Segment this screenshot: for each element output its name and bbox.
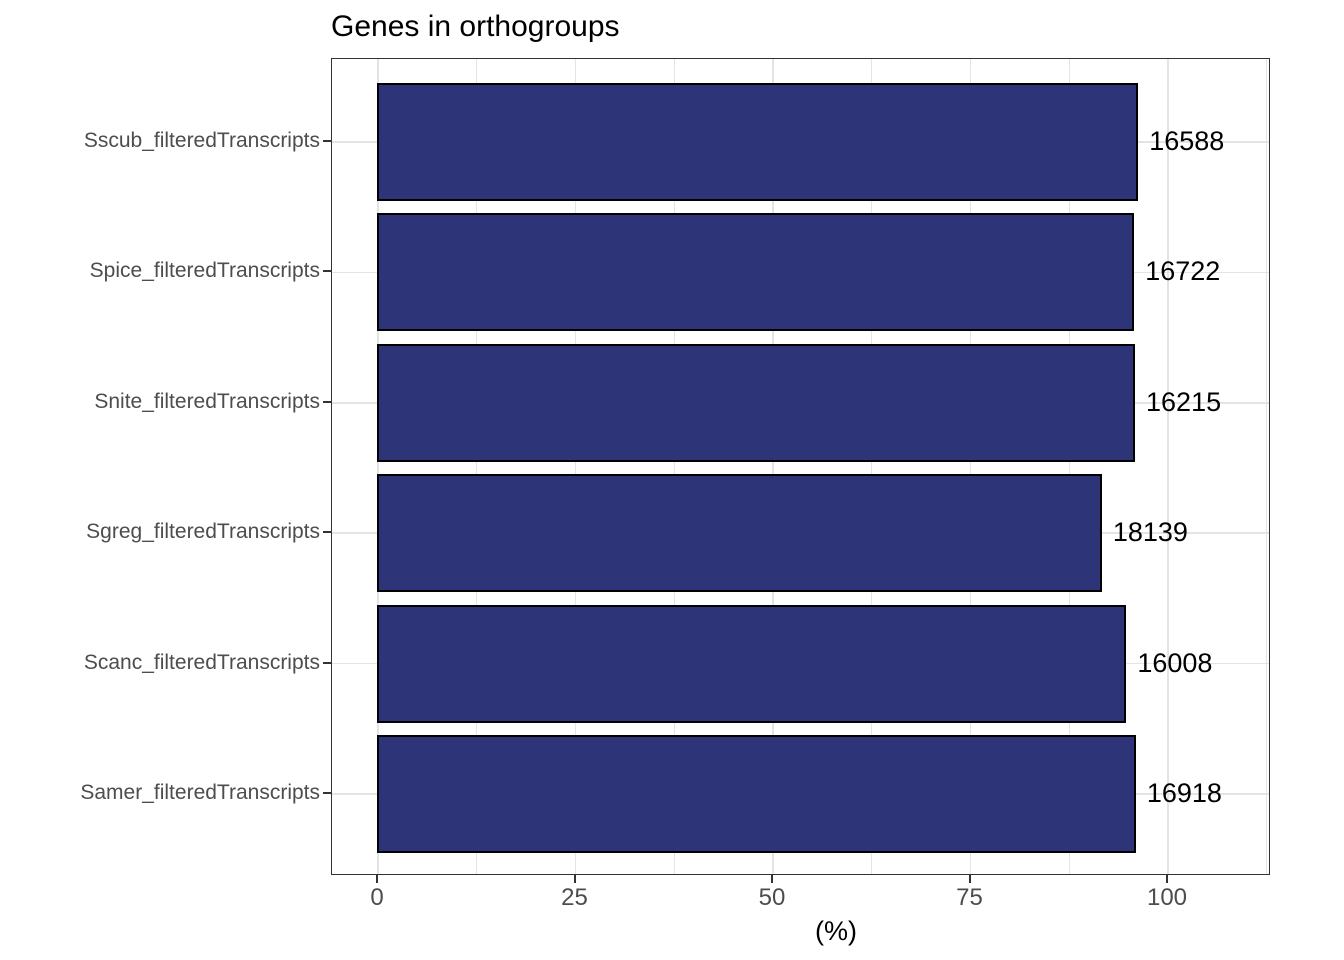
bar-value-label: 18139 — [1112, 517, 1188, 548]
x-tick — [376, 875, 378, 883]
bar-Sgreg_filteredTranscripts — [377, 474, 1102, 593]
y-axis-label-Sgreg_filteredTranscripts: Sgreg_filteredTranscripts — [86, 520, 320, 544]
bar-value-label: 16918 — [1146, 778, 1222, 808]
x-tick-label: 100 — [1146, 884, 1188, 911]
v-gridline-major — [969, 59, 972, 874]
bar-value-label: 16215 — [1146, 386, 1222, 417]
v-gridline-minor — [1068, 59, 1070, 874]
bar-Samer_filteredTranscripts — [377, 735, 1136, 853]
v-gridline-major — [1167, 59, 1169, 874]
chart-title: Genes in orthogroups — [331, 10, 620, 43]
v-gridline-minor — [673, 59, 675, 874]
y-axis-label-Samer_filteredTranscripts: Samer_filteredTranscripts — [80, 781, 320, 804]
x-tick — [968, 875, 971, 883]
y-tick — [323, 270, 331, 273]
x-tick-label: 50 — [758, 884, 786, 911]
x-tick — [771, 875, 773, 883]
x-axis-title: (%) — [815, 916, 857, 946]
x-tick — [1166, 875, 1168, 883]
bar-Snite_filteredTranscripts — [377, 343, 1136, 462]
y-tick — [323, 792, 331, 794]
y-tick — [323, 661, 331, 664]
x-tick — [573, 875, 576, 883]
bar-value-label: 16588 — [1149, 126, 1225, 156]
x-tick-label: 25 — [561, 884, 588, 911]
y-tick — [323, 140, 331, 142]
x-tick-label: 0 — [370, 884, 384, 911]
y-tick — [323, 400, 331, 403]
v-gridline-minor — [476, 59, 478, 874]
v-gridline-major — [772, 59, 774, 874]
x-tick-label: 75 — [956, 884, 983, 911]
y-axis-label-Spice_filteredTranscripts: Spice_filteredTranscripts — [89, 259, 320, 283]
y-axis-label-Sscub_filteredTranscripts: Sscub_filteredTranscripts — [83, 129, 320, 152]
y-axis-label-Snite_filteredTranscripts: Snite_filteredTranscripts — [94, 389, 320, 413]
bar-value-label: 16008 — [1137, 647, 1213, 678]
bar-value-label: 16722 — [1145, 256, 1221, 287]
y-axis-label-Scanc_filteredTranscripts: Scanc_filteredTranscripts — [83, 650, 320, 674]
bar-Sscub_filteredTranscripts — [377, 83, 1139, 201]
bar-Spice_filteredTranscripts — [377, 213, 1135, 332]
v-gridline-minor — [871, 59, 873, 874]
v-gridline-major — [377, 59, 379, 874]
plot-panel — [331, 58, 1270, 875]
y-tick — [323, 531, 331, 534]
v-gridline-major — [574, 59, 577, 874]
v-gridline-minor — [1266, 59, 1268, 874]
bar-Scanc_filteredTranscripts — [377, 604, 1127, 723]
